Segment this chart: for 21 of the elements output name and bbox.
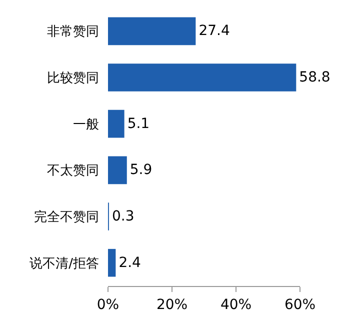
y-tick-label: 比较赞同 [47,71,99,86]
bar [108,156,127,184]
x-tick-label: 60% [284,296,316,313]
x-tick-label: 0% [96,296,120,313]
y-tick-label: 完全不赞同 [34,209,99,226]
data-label: 5.9 [130,162,152,178]
x-tick-label: 40% [220,296,252,313]
x-tick-label: 20% [156,296,188,313]
bar [108,17,196,46]
data-label: 27.4 [198,23,230,40]
data-label: 58.8 [299,70,330,86]
y-tick-label: 说不清/拒答 [30,256,99,272]
y-tick-label: 不太赞同 [47,164,99,179]
y-tick-label: 一般 [73,117,99,132]
data-label: 2.4 [118,254,142,271]
data-label: 5.1 [127,116,150,132]
data-label: 0.3 [112,208,134,224]
bar [108,110,124,138]
y-tick-label: 非常赞同 [47,24,99,40]
bar [108,248,116,277]
bar [108,64,296,92]
